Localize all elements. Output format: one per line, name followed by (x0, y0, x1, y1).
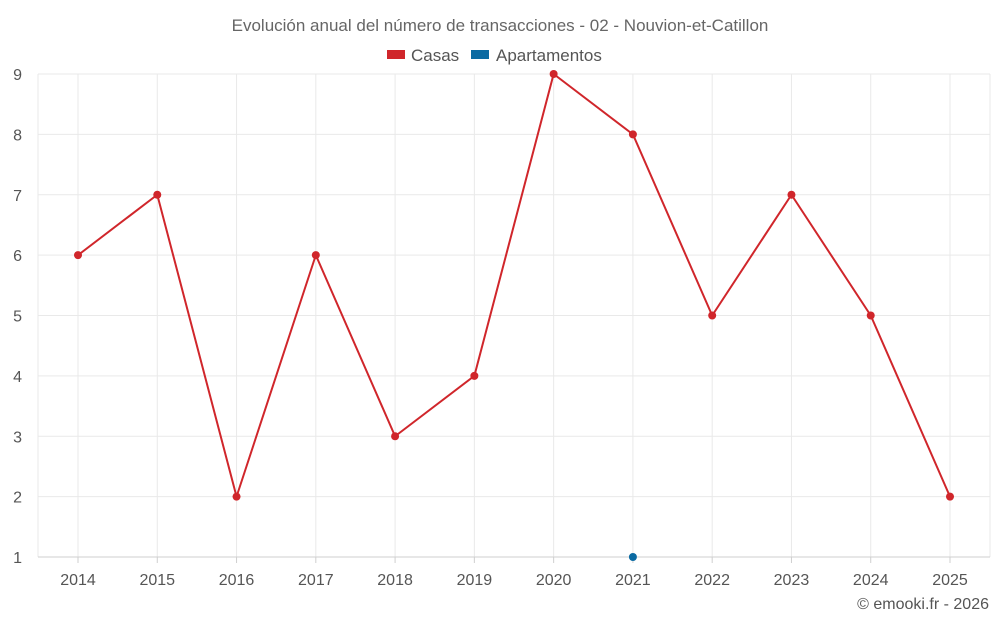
series-layer (74, 70, 954, 561)
y-tick-label: 2 (13, 490, 22, 507)
legend-swatch-apartamentos (471, 50, 489, 59)
x-axis: 2014 2015 2016 2017 2018 2019 2020 2021 2022 2023… (38, 556, 990, 589)
data-point-casas-2023[interactable] (787, 190, 796, 199)
legend-label-casas[interactable]: Casas (411, 46, 459, 65)
data-point-casas-2022[interactable] (708, 311, 717, 320)
data-point-apartamentos-2021[interactable] (628, 553, 637, 561)
y-tick-label: 7 (13, 188, 22, 205)
series-line-casas (77, 73, 951, 498)
y-tick-label: 4 (13, 369, 22, 386)
x-tick-label: 2018 (377, 572, 413, 589)
x-tick-label: 2023 (774, 572, 810, 589)
x-tick-label: 2016 (219, 572, 255, 589)
data-point-casas-2025[interactable] (946, 492, 954, 501)
x-tick-label: 2015 (139, 572, 175, 589)
x-tick-label: 2025 (932, 572, 968, 589)
data-point-casas-2017[interactable] (311, 251, 320, 260)
x-tick-label: 2014 (60, 572, 96, 589)
x-tick-label: 2024 (853, 572, 889, 589)
y-tick-label: 3 (13, 429, 22, 446)
data-point-casas-2015[interactable] (153, 190, 162, 199)
y-tick-label: 1 (13, 550, 22, 567)
y-axis: 1 2 3 4 5 6 7 8 9 (13, 67, 22, 567)
credit-text: © emooki.fr - 2026 (857, 596, 989, 613)
data-point-casas-2018[interactable] (391, 432, 400, 441)
data-point-casas-2014[interactable] (74, 251, 82, 260)
x-tick-label: 2022 (694, 572, 730, 589)
grid (37, 73, 991, 557)
data-point-casas-2020[interactable] (549, 70, 558, 78)
x-tick-label: 2017 (298, 572, 334, 589)
data-point-casas-2021[interactable] (628, 130, 637, 139)
x-tick-label: 2020 (536, 572, 572, 589)
legend-label-apartamentos[interactable]: Apartamentos (496, 46, 602, 65)
legend-swatch-casas (387, 50, 405, 59)
y-tick-label: 8 (13, 127, 22, 144)
y-tick-label: 5 (13, 309, 22, 326)
data-point-casas-2019[interactable] (470, 371, 479, 380)
y-tick-label: 6 (13, 248, 22, 265)
x-tick-label: 2021 (615, 572, 651, 589)
data-point-casas-2016[interactable] (232, 492, 241, 501)
data-point-casas-2024[interactable] (866, 311, 875, 320)
x-tick-label: 2019 (457, 572, 493, 589)
legend: Casas Apartamentos (387, 46, 602, 65)
chart-title: Evolución anual del número de transaccio… (232, 16, 769, 35)
y-tick-label: 9 (13, 67, 22, 84)
